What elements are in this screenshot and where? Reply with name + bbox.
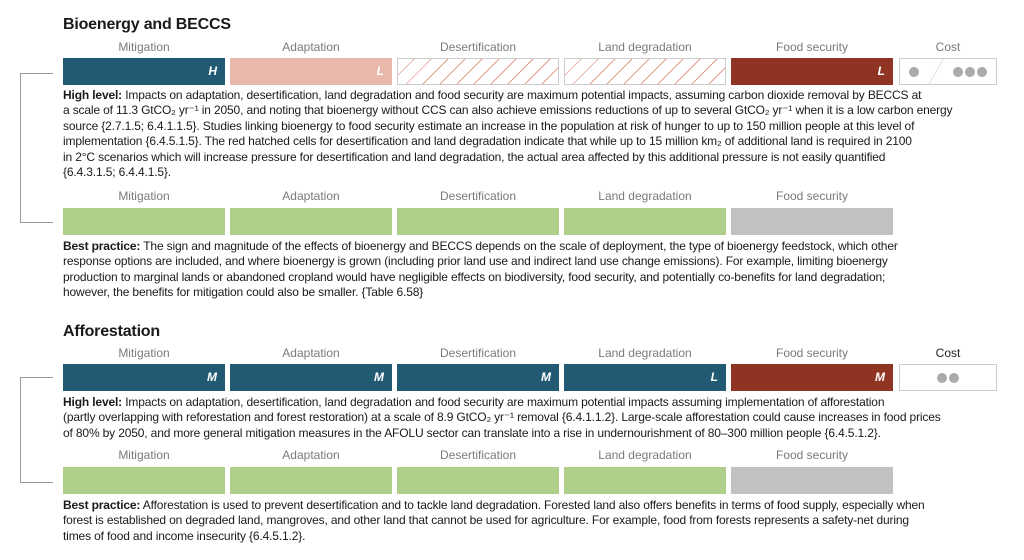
label-mitigation: Mitigation (118, 346, 170, 360)
text-line: The sign and magnitude of the effects of… (143, 239, 898, 253)
label-desertification: Desertification (439, 189, 517, 203)
label-adaptation: Adaptation (282, 448, 340, 462)
text-line: implementation {6.4.5.1.5}. The red hatc… (63, 134, 912, 149)
confidence-level: L (376, 64, 384, 78)
label-food-security: Food security (775, 40, 849, 54)
cell-desertification-hatched (397, 58, 559, 85)
label-desertification: Desertification (439, 448, 517, 462)
label-land-degradation: Land degradation (598, 189, 692, 203)
cell-adaptation: M (230, 364, 392, 391)
cell-mitigation (63, 467, 225, 494)
text-line: source {2.7.1.5; 6.4.1.1.5}. Studies lin… (63, 118, 915, 133)
confidence-level: M (374, 370, 384, 384)
text-prefix: High level: (63, 395, 123, 409)
text-line: however, the benefits for mitigation cou… (63, 285, 424, 300)
text-line: of 80% by 2050, and more general mitigat… (63, 425, 881, 440)
bracket-divider (20, 377, 53, 483)
label-adaptation: Adaptation (282, 189, 340, 203)
confidence-level: M (875, 370, 885, 384)
section-title: Bioenergy and BECCS (63, 16, 231, 33)
label-cost: Cost (935, 346, 961, 360)
label-food-security: Food security (775, 448, 849, 462)
cell-desertification (397, 467, 559, 494)
text-line: (partly overlapping with reforestation a… (63, 410, 941, 425)
text-line: production to marginal lands or abandone… (63, 269, 886, 284)
text-line: Afforestation is used to prevent deserti… (142, 498, 925, 512)
label-food-security: Food security (775, 189, 849, 203)
confidence-level: M (541, 370, 551, 384)
cell-food-security: L (731, 58, 893, 85)
cell-food-security (731, 467, 893, 494)
cost-dot-icon (949, 372, 959, 383)
cell-cost (899, 58, 997, 85)
cell-desertification: M (397, 364, 559, 391)
label-adaptation: Adaptation (282, 346, 340, 360)
text-line: times of food and income insecurity {6.4… (63, 528, 306, 543)
best-practice-text: Best practice: Afforestation is used to … (63, 498, 925, 544)
text-line: in 2°C scenarios which will increase pre… (63, 149, 886, 164)
high-level-text: High level: Impacts on adaptation, deser… (63, 395, 941, 441)
cell-adaptation (230, 208, 392, 235)
confidence-level: H (208, 64, 217, 78)
cell-cost (899, 364, 997, 391)
cell-adaptation (230, 467, 392, 494)
best-practice-text: Best practice: The sign and magnitude of… (63, 239, 898, 301)
text-line: Impacts on adaptation, desertification, … (125, 88, 922, 102)
cost-dot-icon (909, 66, 919, 77)
confidence-level: M (207, 370, 217, 384)
bracket-divider (20, 73, 53, 223)
label-land-degradation: Land degradation (598, 346, 692, 360)
slash-divider (921, 59, 951, 84)
text-prefix: High level: (63, 88, 123, 102)
cost-dot-icon (953, 66, 963, 77)
cost-dot-icon (977, 66, 987, 77)
text-prefix: Best practice: (63, 498, 141, 512)
confidence-level: L (877, 64, 885, 78)
text-line: {6.4.3.1.5; 6.4.4.1.5}. (63, 165, 171, 180)
cell-adaptation: L (230, 58, 392, 85)
label-mitigation: Mitigation (118, 40, 170, 54)
label-mitigation: Mitigation (118, 189, 170, 203)
section-title: Afforestation (63, 323, 160, 340)
high-level-text: High level: Impacts on adaptation, deser… (63, 88, 953, 180)
confidence-level: L (710, 370, 718, 384)
cell-mitigation: M (63, 364, 225, 391)
cell-mitigation (63, 208, 225, 235)
cell-food-security: M (731, 364, 893, 391)
label-adaptation: Adaptation (282, 40, 340, 54)
cell-land-degradation: L (564, 364, 726, 391)
cost-dot-icon (937, 372, 947, 383)
text-line: response options are included, and where… (63, 254, 888, 269)
text-line: a scale of 11.3 GtCO₂ yr⁻¹ in 2050, and … (63, 103, 953, 118)
label-desertification: Desertification (439, 346, 517, 360)
cell-mitigation: H (63, 58, 225, 85)
text-line: forest is established on degraded land, … (63, 513, 909, 528)
text-prefix: Best practice: (63, 239, 141, 253)
cell-food-security (731, 208, 893, 235)
label-land-degradation: Land degradation (598, 448, 692, 462)
cell-land-degradation-hatched (564, 58, 726, 85)
label-mitigation: Mitigation (118, 448, 170, 462)
label-cost: Cost (935, 40, 961, 54)
cell-land-degradation (564, 208, 726, 235)
cell-land-degradation (564, 467, 726, 494)
cost-dot-icon (965, 66, 975, 77)
label-land-degradation: Land degradation (598, 40, 692, 54)
label-food-security: Food security (775, 346, 849, 360)
label-desertification: Desertification (439, 40, 517, 54)
cell-desertification (397, 208, 559, 235)
text-line: Impacts on adaptation, desertification, … (125, 395, 885, 409)
